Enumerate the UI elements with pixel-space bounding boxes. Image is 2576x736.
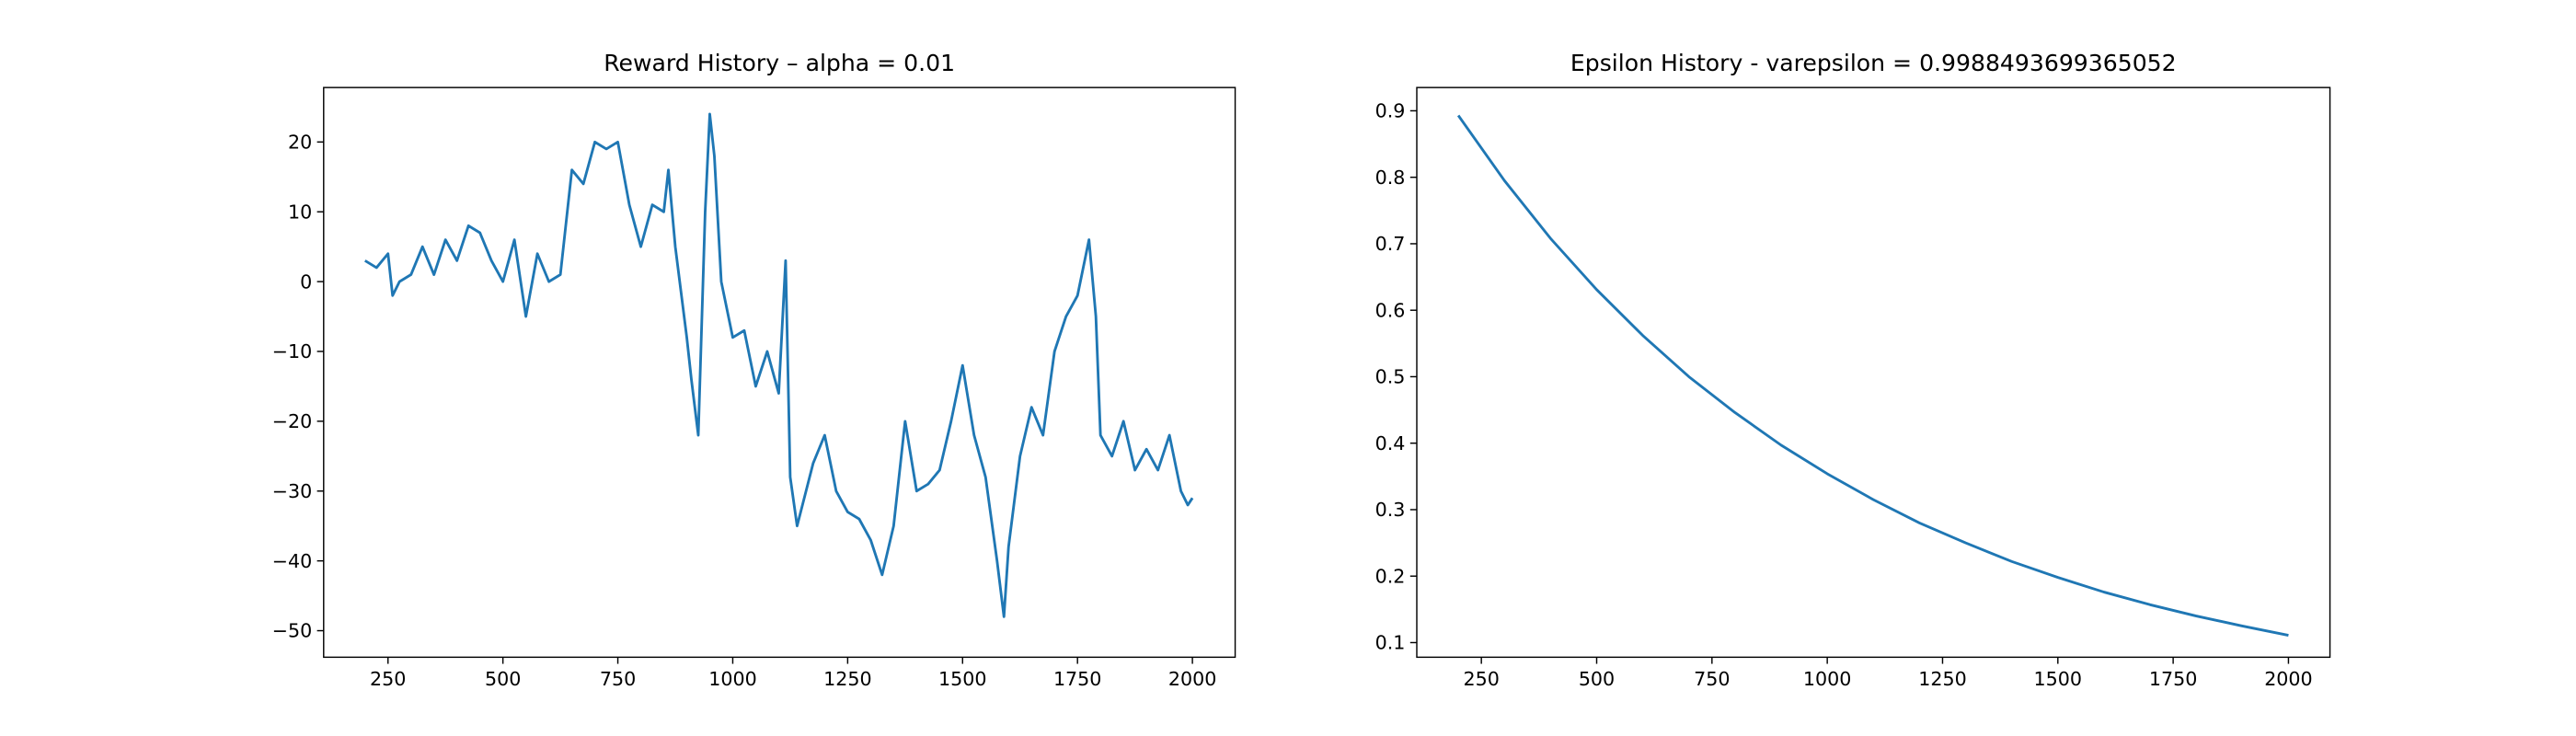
line-series [364, 112, 1194, 618]
y-tick-label: −10 [272, 340, 313, 362]
x-tick-label: 1250 [1918, 668, 1967, 690]
y-tick-label: 0.3 [1375, 499, 1406, 521]
x-tick-label: 250 [370, 668, 406, 690]
x-tick-label: 1000 [1803, 668, 1852, 690]
x-tick-label: 1750 [2149, 668, 2198, 690]
y-tick-label: 0.6 [1375, 299, 1406, 321]
x-tick-label: 250 [1463, 668, 1499, 690]
plot-frame [323, 86, 1236, 659]
x-tick-label: 1250 [823, 668, 872, 690]
y-tick-label: 0.2 [1375, 565, 1406, 587]
chart-title: Reward History – alpha = 0.01 [604, 50, 955, 76]
x-tick-label: 1000 [708, 668, 757, 690]
x-tick-label: 750 [1694, 668, 1730, 690]
line-series [1456, 114, 2289, 637]
x-tick-label: 500 [1579, 668, 1615, 690]
y-tick-label: 0.8 [1375, 167, 1406, 189]
y-tick-label: −40 [272, 550, 313, 572]
y-tick-label: 0.1 [1375, 632, 1406, 654]
y-tick-label: 10 [288, 201, 312, 223]
plot-frame [1416, 86, 2331, 659]
y-tick-label: 0.9 [1375, 100, 1406, 122]
y-tick-label: 0.5 [1375, 366, 1406, 388]
x-tick-label: 500 [485, 668, 521, 690]
x-tick-label: 1750 [1053, 668, 1102, 690]
x-tick-label: 1500 [938, 668, 986, 690]
y-tick-label: 0 [300, 270, 312, 293]
y-tick-label: −50 [272, 620, 313, 642]
y-tick-label: 0.4 [1375, 432, 1406, 454]
y-tick-label: 0.7 [1375, 233, 1406, 255]
x-tick-label: 2000 [1168, 668, 1217, 690]
y-tick-label: −30 [272, 480, 313, 502]
x-tick-label: 2000 [2264, 668, 2313, 690]
chart-title: Epsilon History - varepsilon = 0.9988493… [1570, 50, 2177, 76]
x-tick-label: 750 [600, 668, 636, 690]
y-tick-label: 20 [288, 132, 312, 154]
y-tick-label: −20 [272, 410, 313, 432]
x-tick-label: 1500 [2034, 668, 2083, 690]
